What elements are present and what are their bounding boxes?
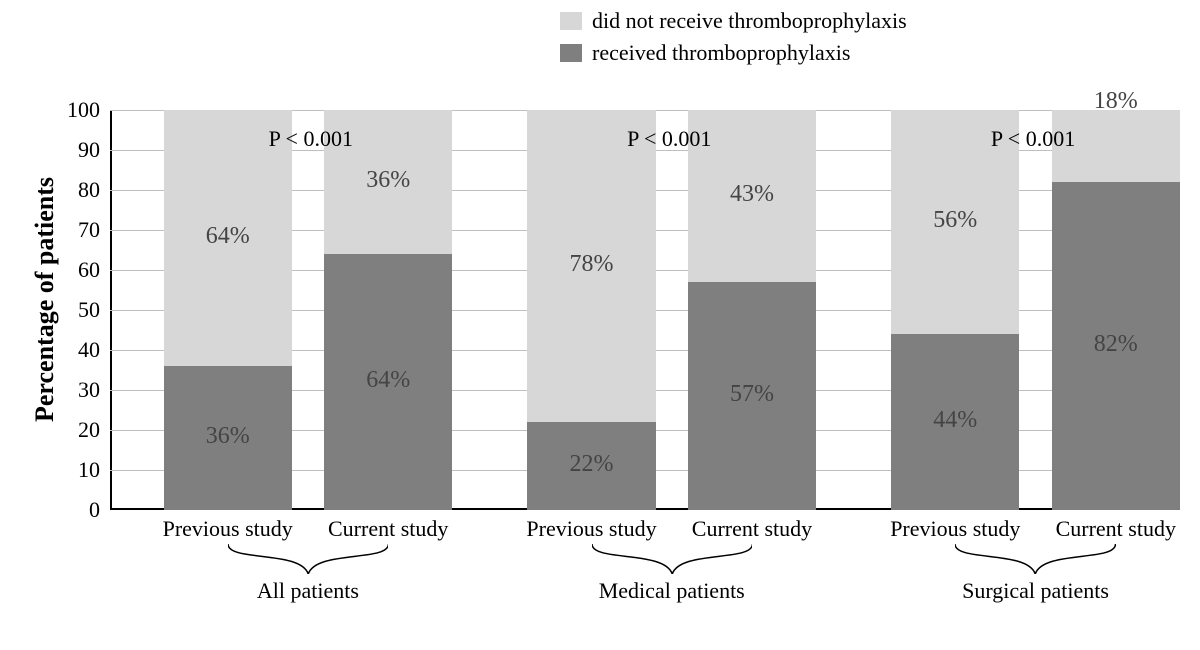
bar-value-received: 82% [1052, 331, 1180, 358]
bar-value-not-received: 18% [1052, 88, 1180, 115]
y-tick-label: 60 [60, 257, 100, 283]
p-value-label: P < 0.001 [269, 126, 353, 152]
y-tick-label: 0 [60, 497, 100, 523]
x-tick-label: Current study [668, 516, 836, 542]
y-tick-label: 30 [60, 377, 100, 403]
p-value-label: P < 0.001 [991, 126, 1075, 152]
bar-value-received: 44% [891, 407, 1019, 434]
stacked-bar: 64% 36% [324, 110, 452, 510]
y-tick-label: 50 [60, 297, 100, 323]
bar-value-not-received: 43% [688, 181, 816, 208]
bar-value-received: 36% [164, 423, 292, 450]
y-tick-label: 70 [60, 217, 100, 243]
y-tick-label: 100 [60, 97, 100, 123]
x-tick-label: Current study [304, 516, 472, 542]
y-axis-label: Percentage of patients [30, 177, 60, 422]
bar-value-received: 64% [324, 367, 452, 394]
stacked-bar: 44% 56% [891, 110, 1019, 510]
stacked-bar: 36% 64% [164, 110, 292, 510]
x-tick-label: Current study [1032, 516, 1200, 542]
y-tick-label: 40 [60, 337, 100, 363]
group-brace [955, 544, 1116, 574]
legend-swatch [560, 12, 582, 30]
x-tick-label: Previous study [507, 516, 675, 542]
y-tick-label: 10 [60, 457, 100, 483]
legend-label: received thromboprophylaxis [592, 40, 850, 66]
group-brace [228, 544, 389, 574]
y-tick-label: 80 [60, 177, 100, 203]
stacked-bar: 57% 43% [688, 110, 816, 510]
stacked-bar: 22% 78% [527, 110, 655, 510]
p-value-label: P < 0.001 [627, 126, 711, 152]
bar-value-received: 57% [688, 381, 816, 408]
y-tick-label: 90 [60, 137, 100, 163]
chart-container: { "canvas": {"width":1200,"height":650,"… [0, 0, 1200, 650]
legend-item: received thromboprophylaxis [560, 40, 907, 66]
group-label: Surgical patients [925, 578, 1146, 604]
bar-value-not-received: 36% [324, 167, 452, 194]
bar-value-not-received: 64% [164, 223, 292, 250]
group-brace [592, 544, 753, 574]
legend: did not receive thromboprophylaxis receiv… [560, 8, 907, 72]
group-label: All patients [198, 578, 419, 604]
bar-value-not-received: 78% [527, 251, 655, 278]
plot-area: 010203040506070809010036%64%Previous stu… [110, 110, 1180, 510]
x-tick-label: Previous study [144, 516, 312, 542]
y-tick-label: 20 [60, 417, 100, 443]
group-label: Medical patients [562, 578, 783, 604]
bar-value-not-received: 56% [891, 207, 1019, 234]
legend-item: did not receive thromboprophylaxis [560, 8, 907, 34]
legend-swatch [560, 44, 582, 62]
stacked-bar: 82%18% [1052, 110, 1180, 510]
legend-label: did not receive thromboprophylaxis [592, 8, 907, 34]
x-tick-label: Previous study [871, 516, 1039, 542]
bar-value-received: 22% [527, 451, 655, 478]
